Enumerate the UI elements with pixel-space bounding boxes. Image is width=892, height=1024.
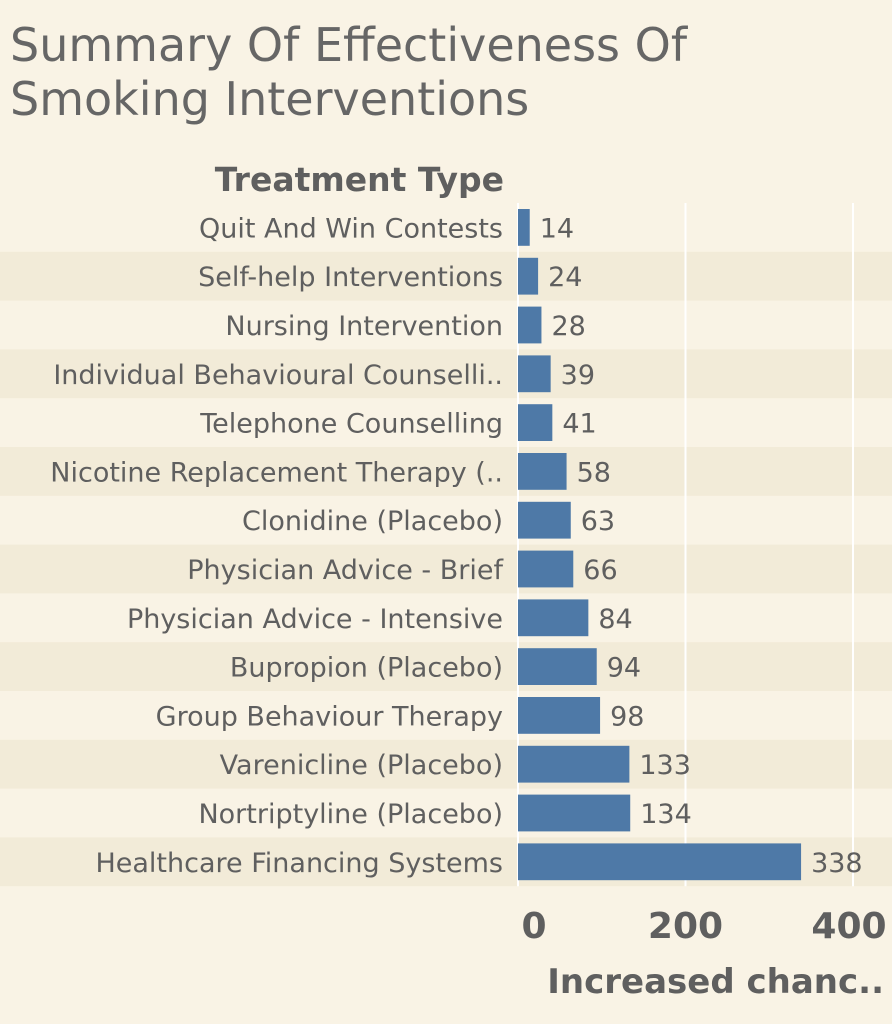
value-label: 63 — [581, 506, 615, 537]
value-label: 39 — [561, 360, 595, 391]
row-band — [0, 447, 892, 496]
category-label: Physician Advice - Intensive — [127, 604, 503, 635]
bar — [518, 599, 589, 637]
value-label: 133 — [639, 750, 691, 781]
row-band — [0, 544, 892, 594]
value-label: 41 — [562, 409, 596, 440]
bar — [518, 794, 631, 832]
value-label: 98 — [610, 701, 644, 732]
value-label: 58 — [577, 457, 611, 488]
category-label: Healthcare Financing Systems — [95, 848, 503, 879]
category-label: Nicotine Replacement Therapy (.. — [50, 457, 503, 488]
x-tick-label: 0 — [521, 906, 546, 947]
category-label: Physician Advice - Brief — [187, 555, 504, 586]
x-tick-label: 200 — [648, 906, 723, 947]
value-label: 14 — [540, 213, 574, 244]
bar — [518, 501, 571, 539]
bar — [518, 550, 574, 588]
category-label: Individual Behavioural Counselli.. — [53, 360, 503, 391]
bar — [518, 355, 551, 393]
value-label: 338 — [811, 848, 863, 879]
row-header-label: Treatment Type — [214, 160, 504, 199]
bar — [518, 257, 539, 295]
row-band — [0, 251, 892, 301]
category-label: Bupropion (Placebo) — [230, 653, 503, 684]
bar — [518, 306, 542, 344]
value-label: 28 — [551, 311, 585, 342]
category-label: Self-help Interventions — [198, 262, 503, 293]
bar — [518, 697, 601, 734]
value-label: 66 — [583, 555, 617, 586]
bar — [518, 404, 553, 441]
x-tick-label: 400 — [811, 906, 886, 947]
category-label: Nursing Intervention — [225, 311, 503, 342]
bar — [518, 843, 802, 881]
category-label: Telephone Counselling — [199, 409, 503, 440]
value-label: 134 — [640, 799, 692, 830]
row-band — [0, 739, 892, 789]
bar — [518, 648, 597, 685]
category-label: Group Behaviour Therapy — [156, 701, 503, 732]
x-axis-label: Increased chanc.. — [547, 962, 884, 1002]
value-label: 84 — [598, 604, 632, 635]
value-label: 24 — [548, 262, 582, 293]
category-label: Nortriptyline (Placebo) — [198, 799, 503, 830]
row-band — [0, 642, 892, 691]
bar — [518, 745, 630, 783]
category-label: Quit And Win Contests — [199, 213, 503, 244]
category-label: Clonidine (Placebo) — [242, 506, 503, 537]
category-label: Varenicline (Placebo) — [220, 750, 503, 781]
bar — [518, 209, 530, 246]
value-label: 94 — [607, 653, 641, 684]
bar — [518, 453, 567, 490]
chart-title: Summary Of Effectiveness Of Smoking Inte… — [10, 18, 688, 126]
row-band — [0, 349, 892, 399]
